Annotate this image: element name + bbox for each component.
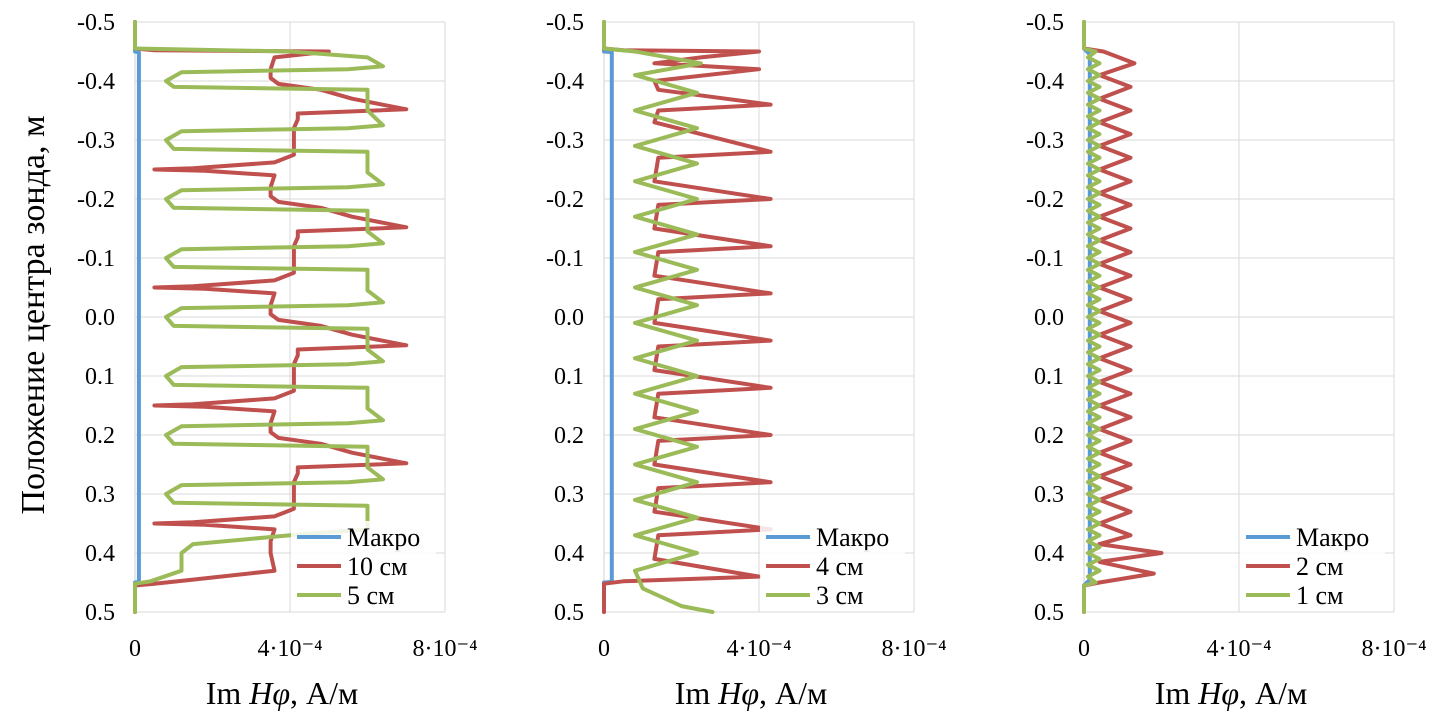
x-tick-label: 0: [129, 636, 141, 662]
y-tick-label: -0.3: [546, 128, 584, 154]
chart-panel-1: -0.5 -0.4 -0.3 -0.2 -0.1 0.0 0.1 0.2 0.3 0.4 0.5 0 4…: [77, 10, 478, 711]
chart-panel-3: -0.5 -0.4 -0.3 -0.2 -0.1 0.0 0.1 0.2 0.3 0.4 0.5 0 4…: [1026, 10, 1427, 711]
series-line-2-см: [1082, 20, 1164, 614]
x-tick-label: 8·10⁻⁴: [1361, 636, 1426, 662]
x-tick-label: 8·10⁻⁴: [881, 636, 946, 662]
y-tick-label: -0.2: [77, 187, 115, 213]
y-tick-label: 0.2: [1034, 423, 1064, 449]
y-tick-label: 0.1: [1034, 364, 1064, 390]
legend-label: 4 см: [816, 552, 864, 581]
y-tick-label: 0.3: [1034, 482, 1064, 508]
legend-label: 10 см: [347, 552, 408, 581]
x-tick-label: 8·10⁻⁴: [412, 636, 477, 662]
y-tick-label: -0.4: [1026, 69, 1064, 95]
y-tick-label: 0.2: [554, 423, 584, 449]
y-tick-label: -0.2: [1026, 187, 1064, 213]
y-tick-label: 0.0: [554, 305, 584, 331]
legend-label: 3 см: [816, 581, 864, 610]
y-tick-label: 0.0: [85, 305, 115, 331]
legend-label: 5 см: [347, 581, 395, 610]
y-tick-label: -0.4: [546, 69, 584, 95]
x-axis-title: Im Hφ, А/м: [206, 675, 359, 711]
y-tick-label: 0.4: [85, 541, 115, 567]
y-tick-label: 0.2: [85, 423, 115, 449]
y-tick-label: -0.5: [546, 10, 584, 36]
x-tick-label: 4·10⁻⁴: [257, 636, 322, 662]
y-tick-label: -0.1: [77, 246, 115, 272]
x-tick-label: 0: [598, 636, 610, 662]
y-tick-label: -0.2: [546, 187, 584, 213]
y-tick-label: 0.0: [1034, 305, 1064, 331]
y-tick-label: -0.1: [546, 246, 584, 272]
y-tick-label: 0.5: [554, 600, 584, 626]
y-tick-label: -0.4: [77, 69, 115, 95]
x-axis-title: Im Hφ, А/м: [1155, 675, 1308, 711]
y-tick-label: 0.4: [1034, 541, 1064, 567]
legend-label: Макро: [816, 523, 889, 552]
legend-label: 1 см: [1296, 581, 1344, 610]
series-line-1-см: [1082, 20, 1102, 614]
y-tick-label: 0.5: [85, 600, 115, 626]
chart-panel-2: -0.5 -0.4 -0.3 -0.2 -0.1 0.0 0.1 0.2 0.3 0.4 0.5 0 4…: [546, 10, 947, 711]
legend-label: Макро: [1296, 523, 1369, 552]
y-tick-label: 0.3: [554, 482, 584, 508]
x-axis-title: Im Hφ, А/м: [675, 675, 828, 711]
x-tick-label: 4·10⁻⁴: [726, 636, 791, 662]
legend-label: Макро: [347, 523, 420, 552]
legend-label: 2 см: [1296, 552, 1344, 581]
y-tick-label: -0.5: [1026, 10, 1064, 36]
series-line-3-см: [602, 20, 715, 614]
y-tick-label: 0.4: [554, 541, 584, 567]
y-tick-label: 0.3: [85, 482, 115, 508]
y-tick-label: 0.1: [554, 364, 584, 390]
y-tick-label: 0.5: [1034, 600, 1064, 626]
y-axis-title: Положение центра зонда, м: [15, 115, 52, 514]
x-tick-label: 4·10⁻⁴: [1206, 636, 1271, 662]
y-tick-label: -0.5: [77, 10, 115, 36]
series-line-5-см: [133, 20, 385, 614]
y-tick-label: -0.3: [77, 128, 115, 154]
y-tick-label: -0.1: [1026, 246, 1064, 272]
y-tick-label: -0.3: [1026, 128, 1064, 154]
y-tick-label: 0.1: [85, 364, 115, 390]
x-tick-label: 0: [1078, 636, 1090, 662]
